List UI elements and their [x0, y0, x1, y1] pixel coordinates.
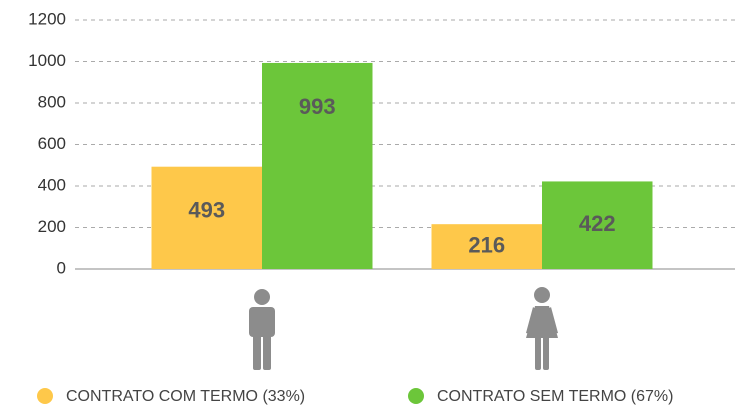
legend-swatch — [37, 388, 53, 404]
male-icon — [249, 289, 275, 370]
y-tick-label: 1000 — [28, 51, 66, 70]
bar — [262, 62, 373, 269]
y-tick-label: 1200 — [28, 9, 66, 28]
value-label: 493 — [188, 198, 225, 223]
y-tick-label: 600 — [38, 134, 66, 153]
value-label: 422 — [579, 211, 616, 236]
y-tick-label: 0 — [57, 258, 66, 277]
y-tick-label: 800 — [38, 92, 66, 111]
y-tick-label: 400 — [38, 175, 66, 194]
bar — [151, 166, 262, 269]
bar — [431, 224, 542, 269]
legend-label: CONTRATO SEM TERMO (67%) — [437, 388, 673, 405]
value-label: 216 — [468, 232, 505, 257]
legend-swatch — [408, 388, 424, 404]
value-label: 993 — [299, 94, 336, 119]
legend-label: CONTRATO COM TERMO (33%) — [66, 388, 305, 405]
bar — [542, 181, 653, 269]
female-icon — [526, 287, 558, 370]
y-tick-label: 200 — [38, 217, 66, 236]
